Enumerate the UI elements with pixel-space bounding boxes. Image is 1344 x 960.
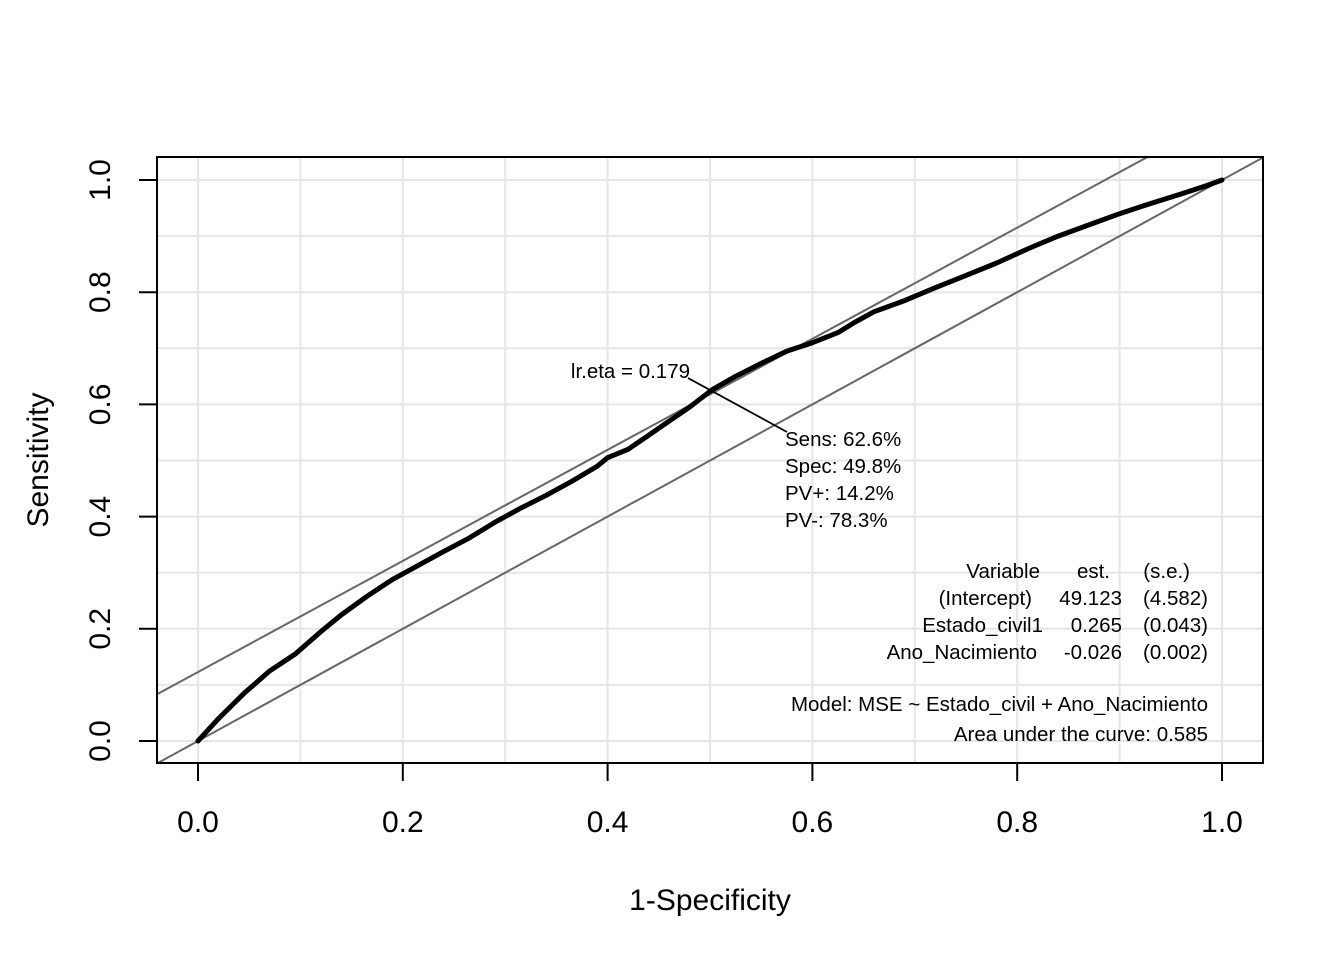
roc-curve-group (195, 177, 1225, 744)
y-axis-title: Sensitivity (22, 392, 55, 527)
y-tick-label: 1.0 (84, 159, 117, 201)
y-axis: 0.0 0.2 0.4 0.6 0.8 1.0 (84, 159, 158, 762)
y-tick-label: 0.4 (84, 496, 117, 538)
coef-header-se: (s.e.) (1143, 560, 1190, 583)
y-tick-label: 0.8 (84, 271, 117, 313)
coef-header-est: est. (1077, 560, 1110, 583)
coef-row-se: (0.043) (1143, 614, 1208, 637)
auc-text: Area under the curve: 0.585 (954, 723, 1208, 746)
reference-line-diagonal (157, 157, 1263, 763)
coef-table: Variable est. (s.e.) (Intercept) 49.123 … (887, 560, 1208, 664)
y-tick-label: 0.0 (84, 720, 117, 762)
model-formula: Model: MSE ~ Estado_civil + Ano_Nacimien… (791, 693, 1208, 716)
x-tick-label: 0.6 (792, 806, 834, 839)
x-axis: 0.0 0.2 0.4 0.6 0.8 1.0 (177, 762, 1243, 839)
roc-curve-line (195, 177, 1225, 744)
x-tick-label: 0.8 (996, 806, 1038, 839)
cutpoint-leader-line (687, 377, 788, 433)
coef-row-se: (4.582) (1143, 587, 1208, 610)
coef-row-se: (0.002) (1143, 641, 1208, 664)
stat-sens: Sens: 62.6% (785, 428, 901, 451)
x-tick-label: 0.0 (177, 806, 219, 839)
x-tick-label: 1.0 (1201, 806, 1243, 839)
y-tick-label: 0.6 (84, 384, 117, 426)
stat-pv-neg: PV-: 78.3% (785, 509, 888, 532)
grid-lines (157, 157, 1263, 763)
y-tick-label: 0.2 (84, 608, 117, 650)
coef-row-est: -0.026 (1064, 641, 1122, 664)
coef-row-est: 49.123 (1059, 587, 1122, 610)
coef-row-name: Estado_civil1 (922, 614, 1043, 637)
cutpoint-annotation: lr.eta = 0.179 Sens: 62.6% Spec: 49.8% P… (571, 360, 901, 532)
coef-row-est: 0.265 (1071, 614, 1122, 637)
cutpoint-label: lr.eta = 0.179 (571, 360, 690, 383)
coef-row-name: (Intercept) (939, 587, 1032, 610)
stat-spec: Spec: 49.8% (785, 455, 901, 478)
coef-header-variable: Variable (966, 560, 1040, 583)
x-tick-label: 0.2 (382, 806, 424, 839)
x-tick-label: 0.4 (587, 806, 629, 839)
stat-pv-pos: PV+: 14.2% (785, 482, 894, 505)
coef-row-name: Ano_Nacimiento (887, 641, 1037, 664)
x-axis-title: 1-Specificity (629, 884, 791, 917)
